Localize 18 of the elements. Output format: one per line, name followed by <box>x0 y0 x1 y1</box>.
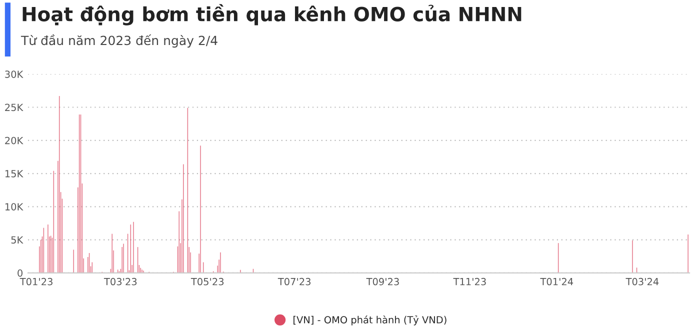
y-tick-label: 15K <box>5 170 24 178</box>
x-tick-label: T05'23 <box>190 278 224 286</box>
x-tick-label: T09'23 <box>366 278 399 286</box>
chart-title: Hoạt động bơm tiền qua kênh OMO của NHNN <box>22 4 522 26</box>
x-tick-label: T03'24 <box>626 278 659 286</box>
y-tick-label: 20K <box>5 136 24 144</box>
x-tick-label: T07'23 <box>278 278 310 286</box>
chart-subtitle: Từ đầu năm 2023 đến ngày 2/4 <box>20 34 218 48</box>
x-tick-label: T03'23 <box>104 278 137 286</box>
legend-label: [VN] - OMO phát hành (Tỷ VND) <box>294 315 446 326</box>
y-tick-label: 25K <box>5 104 24 112</box>
x-tick-label: T01'23 <box>20 278 52 286</box>
x-tick-label: T01'24 <box>540 278 574 286</box>
y-tick-label: 0 <box>18 269 22 277</box>
y-tick-label: 30K <box>5 70 24 78</box>
y-tick-label: 5K <box>11 236 24 244</box>
y-tick-label: 10K <box>5 203 24 210</box>
x-tick-label: T11'23 <box>453 278 486 286</box>
